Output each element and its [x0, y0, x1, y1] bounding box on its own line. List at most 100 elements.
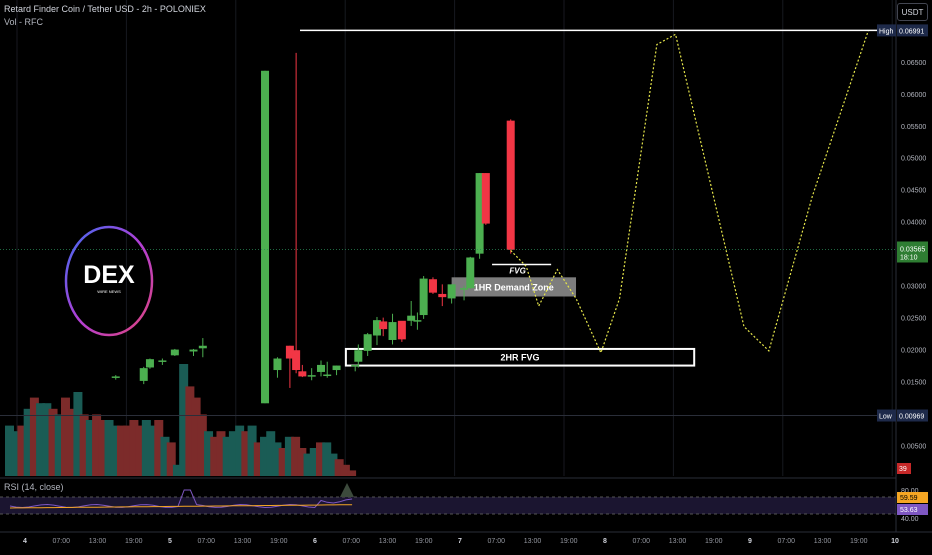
- volume-bar: [260, 436, 270, 476]
- price-tick: 0.02000: [901, 348, 926, 355]
- candle-body: [466, 257, 475, 289]
- volume-bar: [29, 397, 39, 476]
- price-tick: 0.04500: [901, 188, 926, 195]
- volume-bar: [172, 464, 182, 476]
- candle-body: [388, 322, 397, 340]
- time-tick: 6: [313, 538, 317, 545]
- volume-bar: [42, 403, 52, 476]
- volume-bar: [284, 436, 294, 476]
- time-tick: 07:00: [777, 538, 795, 545]
- candle-body: [145, 359, 154, 368]
- high-value: 0.06991: [899, 28, 924, 35]
- candle-body: [285, 345, 294, 359]
- volume-bar: [272, 442, 282, 476]
- high-value-bg: [897, 24, 928, 37]
- rsi-value-2: 53.63: [900, 507, 918, 514]
- rsi-band: [0, 497, 896, 514]
- volume-bar: [17, 425, 27, 476]
- candle-body: [475, 173, 484, 254]
- zones[interactable]: FVG 1HR Demand Zone 2HR FVG: [344, 263, 696, 367]
- time-tick: 13:00: [379, 538, 397, 545]
- volume-bar: [135, 425, 145, 476]
- volume-bar: [60, 397, 70, 476]
- price-tick: 0.04000: [901, 220, 926, 227]
- volume-bar: [253, 442, 263, 476]
- candle-body: [317, 364, 325, 372]
- candle-body: [372, 320, 381, 336]
- zone-box: [344, 347, 696, 367]
- rsi-peak: [340, 483, 354, 497]
- volume-bars: [5, 364, 357, 476]
- volume-bar: [328, 453, 338, 476]
- currency-button[interactable]: USDT: [897, 3, 928, 21]
- volume-bar: [309, 448, 319, 476]
- volume-bar: [303, 453, 313, 476]
- volume-bar: [316, 442, 325, 476]
- volume-bar: [297, 448, 307, 476]
- volume-bar: [222, 436, 232, 476]
- time-tick: 9: [748, 538, 752, 545]
- time-tick: 07:00: [52, 538, 70, 545]
- volume-bar: [204, 431, 214, 476]
- volume-bar: [197, 414, 207, 476]
- time-tick: 8: [603, 538, 607, 545]
- candle-body: [189, 349, 198, 352]
- volume-bar: [141, 420, 151, 476]
- candle-body: [506, 120, 515, 250]
- time-tick: 13:00: [814, 538, 832, 545]
- volume-bar: [104, 420, 114, 476]
- price-axis-bg: [896, 0, 932, 550]
- volume-bar: [92, 414, 102, 476]
- price-tick: 0.01500: [901, 380, 926, 387]
- time-tick: 07:00: [632, 538, 650, 545]
- time-tick: 10: [891, 538, 899, 545]
- high-label-bg: [877, 24, 896, 37]
- volume-bar: [160, 436, 170, 476]
- low-value: 0.00969: [899, 414, 924, 421]
- volume-bar: [154, 420, 164, 476]
- candle-body: [447, 284, 456, 299]
- price-tick: 0.05500: [901, 124, 926, 131]
- candle-body: [292, 350, 301, 371]
- candle-body: [481, 173, 490, 224]
- price-tick: 0.00500: [901, 444, 926, 451]
- candle-body: [158, 360, 167, 362]
- candle-body: [111, 376, 120, 378]
- candle-body: [428, 279, 437, 293]
- time-tick: 07:00: [197, 538, 215, 545]
- candle-body: [419, 278, 428, 316]
- price-tick: 0.06000: [901, 92, 926, 99]
- volume-bar: [79, 414, 89, 476]
- chart-title: Retard Finder Coin / Tether USD - 2h - P…: [4, 4, 206, 14]
- volume-bar: [5, 425, 14, 476]
- volume-bar: [85, 420, 95, 476]
- volume-bar: [166, 442, 176, 476]
- projection-path: [510, 30, 869, 355]
- time-tick: 19:00: [415, 538, 433, 545]
- candlesticks: [111, 52, 515, 404]
- candle-body: [170, 349, 179, 356]
- time-tick: 4: [23, 538, 27, 545]
- rsi-value-2-bg: [897, 504, 928, 515]
- zone-label: 2HR FVG: [501, 353, 540, 363]
- candle-body: [413, 320, 422, 322]
- volume-bar: [216, 431, 226, 476]
- volume-bar: [23, 408, 33, 476]
- volume-bar: [322, 442, 332, 476]
- dex-logo: DEX WIRE NEWS: [64, 225, 154, 337]
- rsi-tick: 80.00: [901, 488, 919, 495]
- time-tick: 13:00: [524, 538, 542, 545]
- price-tick: 0.05000: [901, 156, 926, 163]
- rsi-tick: 40.00: [901, 516, 919, 523]
- zone-box: [451, 277, 577, 297]
- volume-bar: [241, 431, 251, 476]
- candle-body: [298, 371, 307, 377]
- candle-body: [438, 293, 447, 298]
- candle-body: [273, 358, 282, 371]
- zone-label: 1HR Demand Zone: [474, 282, 554, 292]
- last-price-bg: [897, 241, 928, 263]
- time-axis: 4 07:00 13:00 19:00 5 07:00 13:00 19:00 6 07:00 13…: [0, 531, 932, 545]
- time-tick: 19:00: [270, 538, 288, 545]
